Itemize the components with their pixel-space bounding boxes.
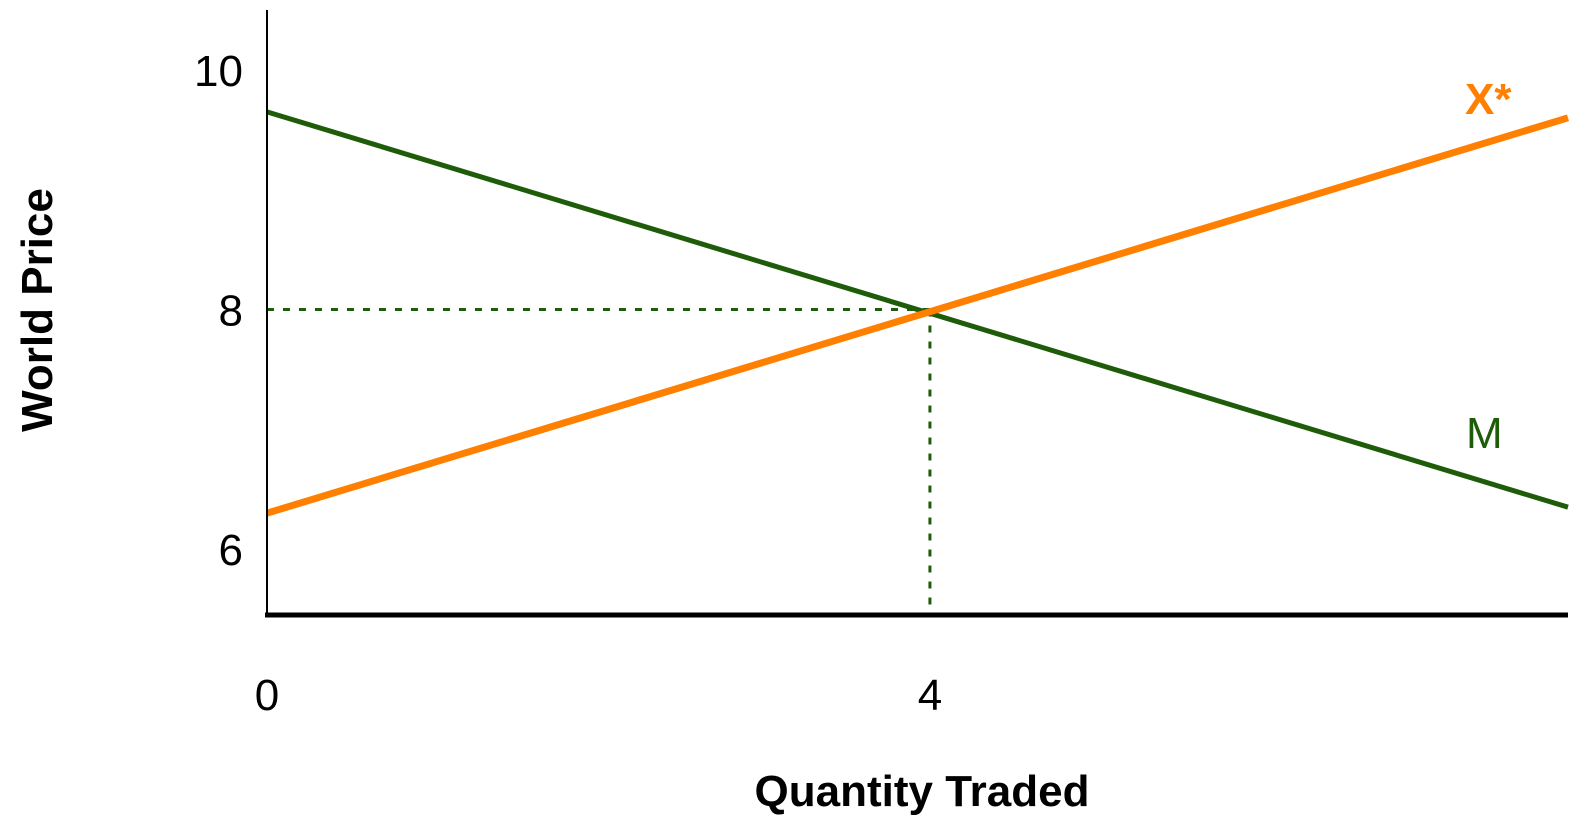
y-tick-label-10: 10	[194, 47, 243, 96]
axes-layer	[265, 10, 1568, 618]
y-tick-label-6: 6	[219, 526, 243, 575]
x-axis-title: Quantity Traded	[755, 767, 1090, 816]
series-line-m	[266, 109, 1569, 510]
x-tick-label-4: 4	[918, 671, 942, 720]
guides-layer	[267, 308, 932, 607]
series-layer	[265, 109, 1570, 517]
series-line-x-star	[265, 114, 1570, 517]
series-label-x-star: X*	[1465, 75, 1512, 124]
ticks-layer: 6 8 10 0 4	[194, 47, 942, 720]
x-tick-label-0: 0	[255, 671, 279, 720]
y-tick-label-8: 8	[219, 287, 243, 336]
labels-layer: Quantity Traded World Price X* M	[13, 75, 1512, 816]
y-axis-title: World Price	[13, 188, 62, 432]
series-label-m: M	[1466, 409, 1503, 458]
